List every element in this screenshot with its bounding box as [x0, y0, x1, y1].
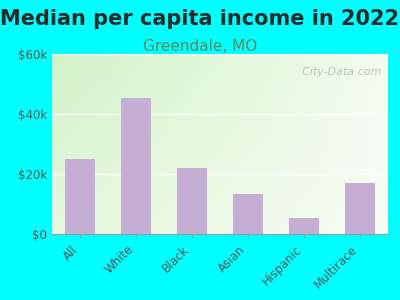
Bar [344, 183, 375, 234]
Text: City-Data.com: City-Data.com [295, 67, 381, 76]
Bar [289, 218, 320, 234]
Bar [121, 98, 151, 234]
Text: Median per capita income in 2022: Median per capita income in 2022 [0, 9, 400, 29]
Text: Greendale, MO: Greendale, MO [143, 39, 257, 54]
Bar [177, 168, 208, 234]
Bar [233, 194, 264, 234]
Bar [64, 159, 96, 234]
